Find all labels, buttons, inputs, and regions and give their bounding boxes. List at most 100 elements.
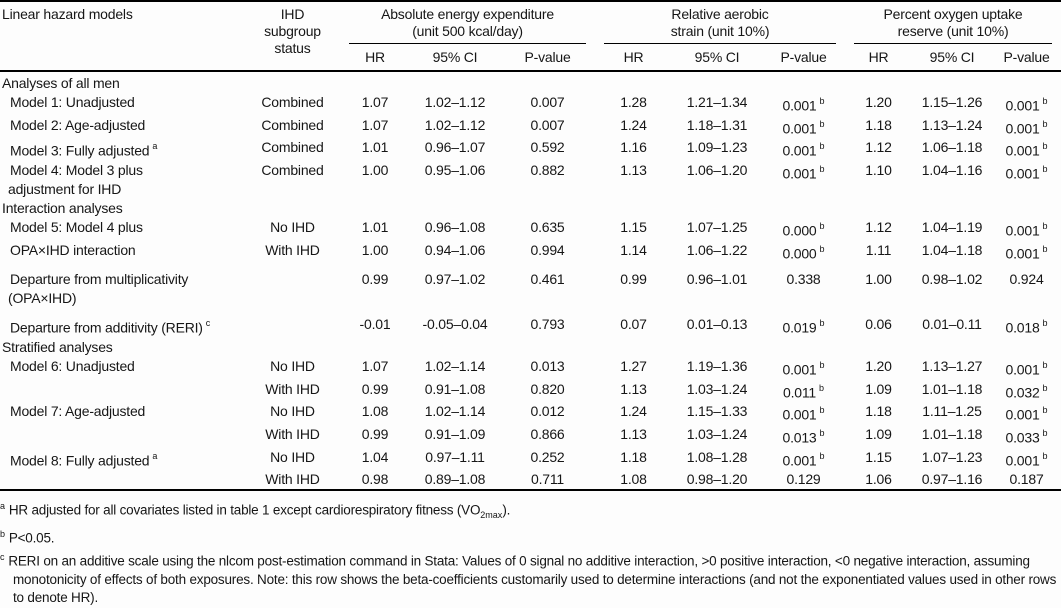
linear-hazard-models-table: Linear hazard models IHD subgroup status…: [0, 0, 1061, 491]
group-title-underline: Absolute energy expenditure (unit 500 kc…: [349, 6, 587, 44]
hr-cell: 1.14: [595, 241, 672, 264]
hr-cell: 1.18: [845, 116, 912, 139]
hr-cell: -0.01: [340, 308, 410, 338]
ci-cell: 1.02–1.12: [410, 116, 500, 139]
header-line: IHD: [280, 6, 305, 22]
hr-cell: 1.11: [845, 241, 912, 264]
model-label: Model 5: Model 4 plus: [0, 218, 245, 241]
cell-text: 0.461: [530, 271, 565, 288]
superscript-marker: b: [1042, 141, 1048, 152]
subcol-header-pvalue: P-value: [992, 44, 1061, 72]
cell-text: 1.10: [865, 161, 892, 178]
pvalue-cell: 0.013 b: [762, 425, 845, 448]
group-title-line: Absolute energy expenditure: [381, 6, 554, 22]
header-line: status: [274, 40, 311, 56]
pvalue-cell: 0.001 b: [992, 357, 1061, 380]
model-label: Model 8: Fully adjusted a: [0, 448, 245, 471]
cell-text: 1.06: [865, 471, 892, 488]
pvalue-cell: 0.007: [500, 116, 595, 139]
ihd-subgroup-cell: Combined: [261, 116, 324, 133]
cell-text: 0.06: [865, 316, 892, 333]
cell-text: 0.96–1.08: [424, 218, 486, 235]
cell-text: 1.11: [865, 241, 892, 258]
cell-text: 1.08–1.28: [686, 448, 748, 465]
model-label: Model 1: Unadjusted: [0, 93, 245, 116]
ci-cell: 0.97–1.16: [912, 470, 992, 490]
model-label: [0, 380, 245, 403]
pvalue-cell: 0.252: [500, 448, 595, 471]
ci-cell: 1.13–1.24: [912, 116, 992, 139]
ci-cell: 1.07–1.23: [912, 448, 992, 471]
table-row: With IHD 0.98 0.89–1.08 0.711 1.08 0.98–1.20 0…: [0, 470, 1061, 490]
group-title-line: Relative aerobic: [671, 6, 769, 22]
subcol-header-ci: 95% CI: [410, 44, 500, 72]
hr-cell: 1.09: [845, 425, 912, 448]
cell-text: 0.001: [1005, 361, 1040, 378]
cell-text: 0.001: [1005, 142, 1040, 159]
ci-cell: 0.96–1.01: [672, 263, 762, 308]
hr-cell: 1.07: [340, 93, 410, 116]
model-label-line: Model 4: Model 3 plus: [10, 161, 245, 180]
cell-text: 0.033: [1005, 429, 1040, 446]
hr-cell: 1.00: [340, 241, 410, 264]
cell-text: 0.98–1.02: [921, 271, 983, 288]
ci-cell: 1.07–1.25: [672, 218, 762, 241]
cell-text: 1.00: [865, 271, 892, 288]
footnote-a-text: HR adjusted for all covariates listed in…: [8, 502, 481, 518]
cell-text: 1.14: [620, 241, 647, 258]
cell-text: 1.21–1.34: [686, 94, 748, 110]
ihd-subgroup-cell: No IHD: [270, 357, 315, 374]
superscript-marker: b: [819, 318, 825, 329]
table-row: Model 8: Fully adjusted a No IHD 1.04 0.97–1…: [0, 448, 1061, 471]
model-label: Model 2: Age-adjusted: [0, 116, 245, 139]
cell-text: 1.13: [620, 161, 647, 178]
pvalue-cell: 0.001 b: [992, 116, 1061, 139]
superscript-marker: b: [819, 427, 825, 438]
pvalue-cell: 0.924: [992, 263, 1061, 308]
cell-text: 1.15: [865, 448, 892, 465]
subcolumn-header-row: HR 95% CI P-value HR 95% CI P-value HR 9…: [0, 44, 1061, 72]
cell-text: 0.99: [620, 271, 647, 288]
ihd-subgroup-cell: With IHD: [265, 241, 320, 258]
cell-text: 1.00: [361, 161, 389, 178]
hr-cell: 1.20: [845, 93, 912, 116]
table-row: Model 5: Model 4 plus No IHD 1.01 0.96–1.08…: [0, 218, 1061, 241]
cell-text: 0.866: [530, 425, 565, 442]
superscript-marker: b: [819, 96, 825, 106]
cell-text: 0.032: [1005, 384, 1040, 401]
pvalue-cell: 0.001 b: [762, 116, 845, 139]
ihd-subgroup-cell: With IHD: [265, 425, 320, 442]
ci-cell: 0.91–1.09: [410, 425, 500, 448]
cell-text: 1.18–1.31: [686, 116, 748, 133]
superscript-marker: b: [819, 450, 825, 461]
ihd-subgroup-cell: Combined: [261, 94, 324, 110]
table-row: Model 3: Fully adjusted a Combined 1.01 0.96…: [0, 138, 1061, 161]
group-header-relative-aerobic-strain: Relative aerobic strain (unit 10%): [595, 1, 845, 44]
cell-text: 0.129: [786, 471, 821, 488]
cell-text: 1.13–1.27: [921, 357, 983, 374]
pvalue-cell: 0.001 b: [762, 402, 845, 425]
cell-text: 1.03–1.24: [686, 425, 748, 442]
cell-text: 0.592: [530, 139, 565, 156]
cell-text: 1.20: [865, 94, 892, 110]
ci-cell: 1.02–1.14: [410, 402, 500, 425]
cell-text: 1.06–1.20: [686, 161, 748, 178]
cell-text: 1.07: [361, 357, 389, 374]
footnote-marker-b: b: [0, 528, 5, 539]
model-label: Model 4: Model 3 plus adjustment for IHD: [0, 161, 245, 199]
superscript-marker: b: [1042, 382, 1048, 393]
pvalue-cell: 0.461: [500, 263, 595, 308]
pvalue-cell: 0.013: [500, 357, 595, 380]
ci-cell: 1.02–1.14: [410, 357, 500, 380]
footnotes: a HR adjusted for all covariates listed i…: [0, 491, 1061, 608]
column-header-ihd-subgroup-status: IHD subgroup status: [245, 1, 340, 72]
pvalue-cell: 0.007: [500, 93, 595, 116]
ci-cell: 1.04–1.16: [912, 161, 992, 199]
ci-cell: 0.97–1.02: [410, 263, 500, 308]
cell-text: 1.03–1.24: [686, 380, 748, 397]
cell-text: OPA×IHD interaction: [10, 241, 136, 258]
cell-text: 0.96–1.07: [424, 139, 486, 156]
group-title-underline: Relative aerobic strain (unit 10%): [604, 6, 837, 44]
pvalue-cell: 0.018 b: [992, 308, 1061, 338]
cell-text: 0.007: [530, 94, 565, 110]
